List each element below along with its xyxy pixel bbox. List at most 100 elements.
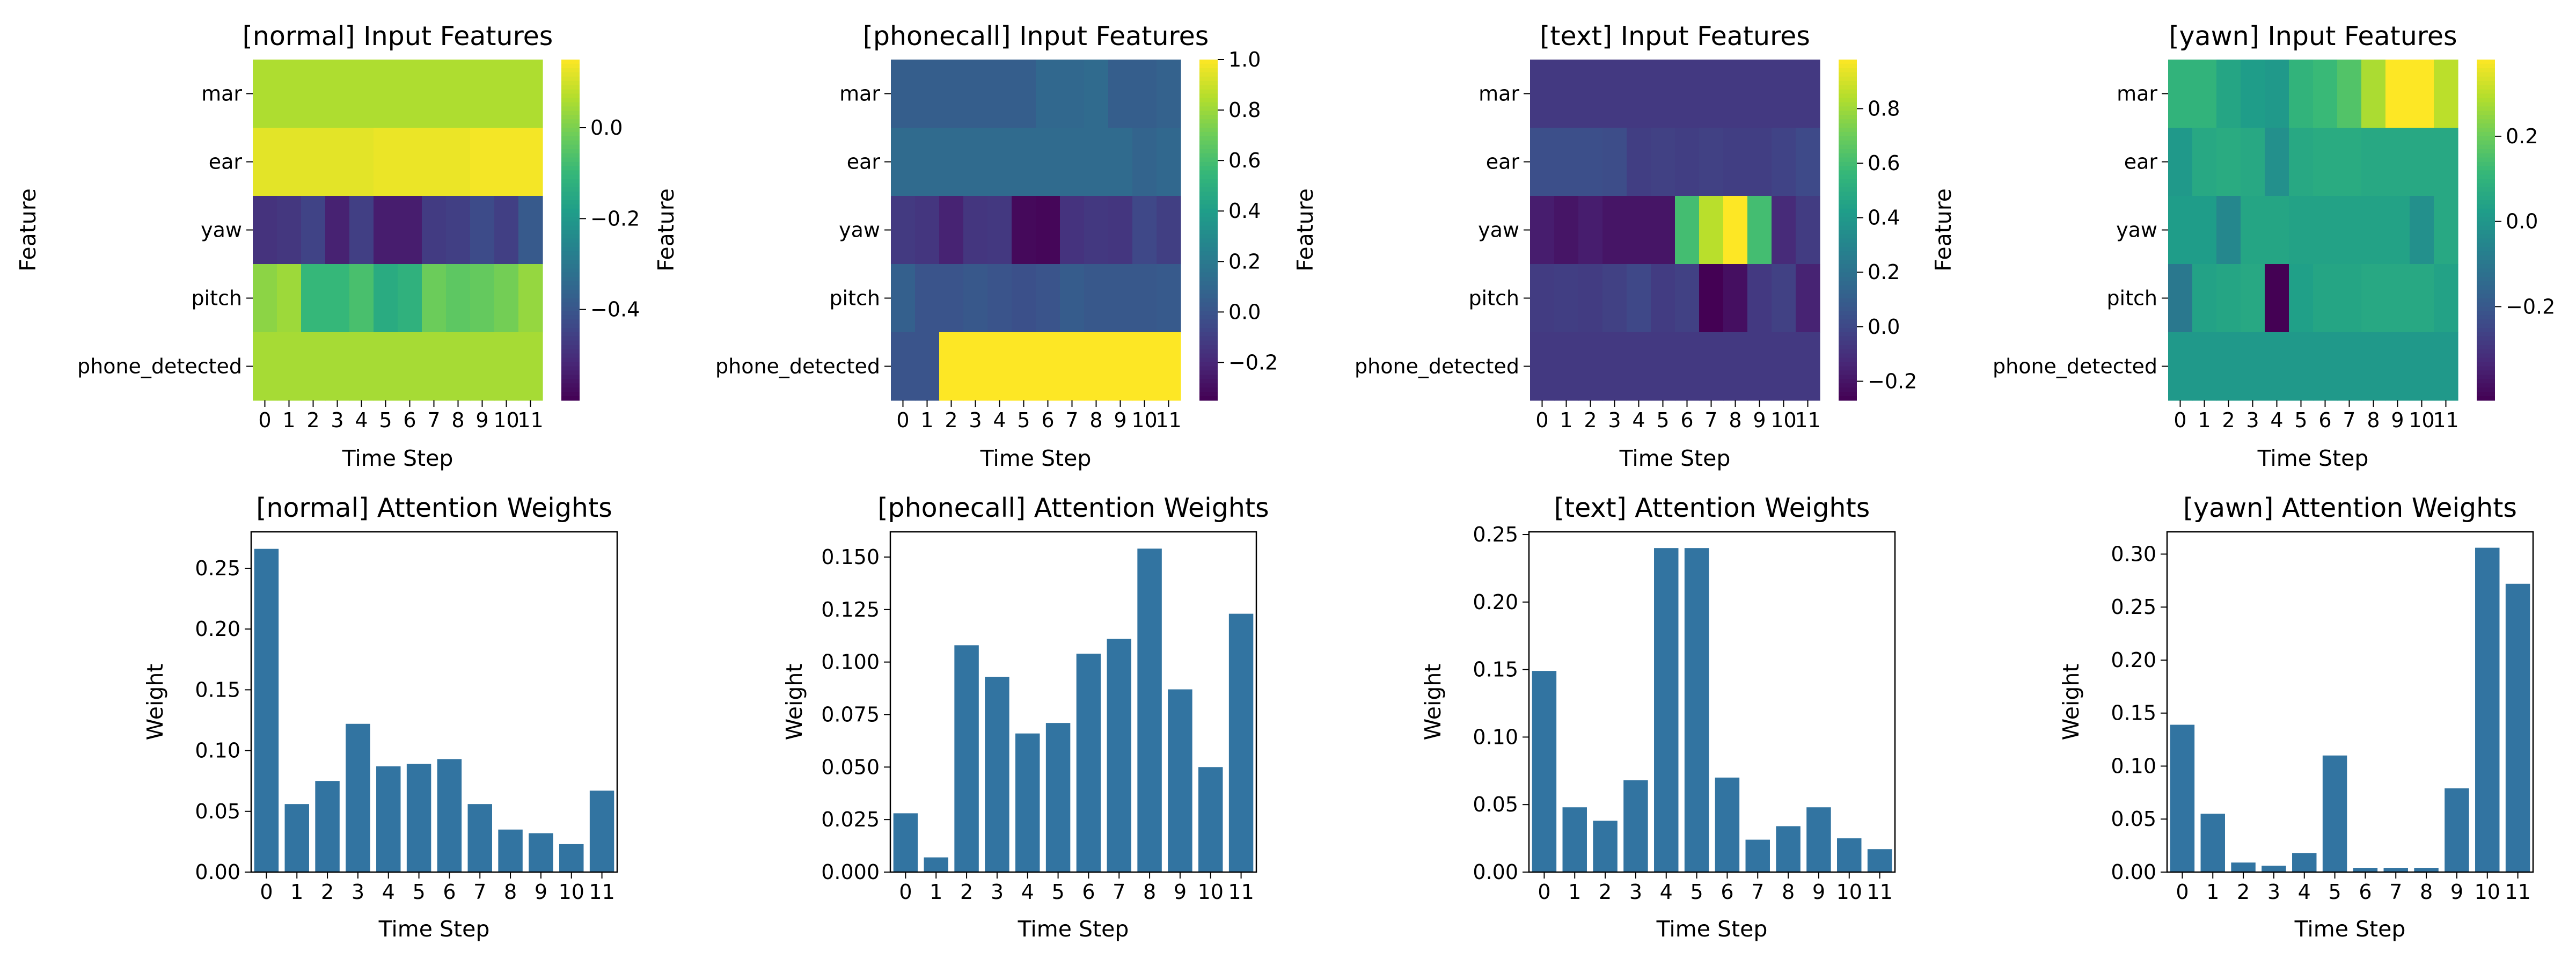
colorbar-segment [561,76,580,82]
x-tick-label: 0 [260,880,273,904]
colorbar-segment [561,260,580,265]
heatmap-cell [1578,332,1603,401]
heatmap-cell [2265,128,2289,196]
colorbar-segment [1199,68,1218,73]
heatmap-cell [2410,60,2434,128]
colorbar-segment [1199,89,1218,94]
colorbar-segment [2477,93,2495,99]
heatmap-cell [1699,196,1724,265]
bar [1593,821,1618,872]
heatmap-cell [1108,128,1133,196]
heatmap-cell [1796,60,1820,128]
heatmap-cell [518,332,543,401]
x-tick-label: 9 [1812,880,1825,904]
bar [2170,724,2195,872]
colorbar-segment [2477,213,2495,218]
y-tick-label: ear [2124,150,2158,174]
colorbar-segment [1199,387,1218,392]
colorbar-segment [2477,362,2495,367]
colorbar-segment [1839,362,1857,367]
colorbar-segment [561,387,580,392]
colorbar-segment [1839,140,1857,145]
colorbar-tick-label: 0.8 [1228,98,1261,122]
bar [2322,755,2347,872]
y-tick-label: yaw [2116,218,2157,242]
colorbar-segment [1199,332,1218,337]
colorbar-segment [561,238,580,243]
chart-title: [normal] Input Features [243,21,553,52]
colorbar-segment [1839,166,1857,171]
colorbar-segment [1199,328,1218,333]
colorbar-segment [1839,111,1857,115]
y-tick-label: mar [1479,82,1519,106]
y-axis-label: Weight [1420,664,1446,741]
heatmap-cell [277,60,302,128]
y-tick-label: 0.05 [1473,793,1518,816]
colorbar-segment [1199,128,1218,133]
colorbar-segment [561,230,580,235]
colorbar-segment [2477,119,2495,124]
colorbar-segment [1839,196,1857,201]
heatmap-cell [2289,264,2314,333]
heatmap-cell [1772,332,1796,401]
heatmap-cell [253,128,277,196]
x-tick-label: 2 [2237,880,2250,904]
y-tick-label: 0.025 [821,808,880,831]
heatmap-cell [1796,196,1820,265]
colorbar-segment [2477,289,2495,295]
y-tick-label: 0.075 [821,702,880,726]
bar [1715,777,1740,872]
heatmap-cell [2361,60,2386,128]
heatmap-cell [1747,196,1772,265]
heatmap-cell [1651,264,1675,333]
colorbar-segment [2477,255,2495,260]
colorbar-segment [1839,311,1857,316]
bar [2292,853,2317,872]
colorbar-segment [561,243,580,247]
colorbar-segment [1839,115,1857,120]
colorbar-tick-label: 0.2 [1228,250,1261,273]
colorbar-segment [561,119,580,124]
heatmap-cell [446,128,471,196]
colorbar-segment [1199,225,1218,231]
heatmap-cell [349,128,374,196]
heatmap-cell [1132,60,1157,128]
heatmap-cell [1012,196,1036,265]
colorbar-segment [1839,268,1857,273]
colorbar-segment [1839,221,1857,226]
heatmap-cell [1554,60,1579,128]
colorbar-segment [1199,285,1218,290]
colorbar-segment [561,392,580,397]
colorbar-segment [1839,285,1857,290]
heatmap-cell [1554,264,1579,333]
heatmap-cell [2361,264,2386,333]
colorbar-segment [1199,289,1218,295]
bar [467,804,492,872]
colorbar-segment [561,353,580,358]
heatmap-cell [1747,264,1772,333]
y-tick-label: 0.15 [2111,701,2156,725]
bar [1198,767,1223,872]
colorbar-tick-label: −0.2 [2506,295,2555,318]
heatmap-cell [1772,128,1796,196]
heatmap-cell [2361,332,2386,401]
y-tick-label: ear [209,150,243,174]
heatmap-cell [325,128,350,196]
colorbar-segment [1199,106,1218,111]
bar [2414,868,2439,872]
heatmap-cell [1699,264,1724,333]
colorbar-segment [2477,345,2495,350]
colorbar-segment [561,362,580,367]
x-tick-label: 7 [1065,408,1078,432]
x-axis-label: Time Step [980,445,1092,471]
heatmap-cell [2192,128,2217,196]
colorbar-segment [561,332,580,337]
heatmap-cell [301,60,326,128]
colorbar-segment [1839,63,1857,69]
colorbar-segment [1199,281,1218,286]
colorbar-segment [1839,183,1857,188]
colorbar-segment [561,72,580,77]
colorbar-segment [2477,379,2495,384]
heatmap-cell [2313,332,2338,401]
x-tick-label: 11 [589,880,614,904]
